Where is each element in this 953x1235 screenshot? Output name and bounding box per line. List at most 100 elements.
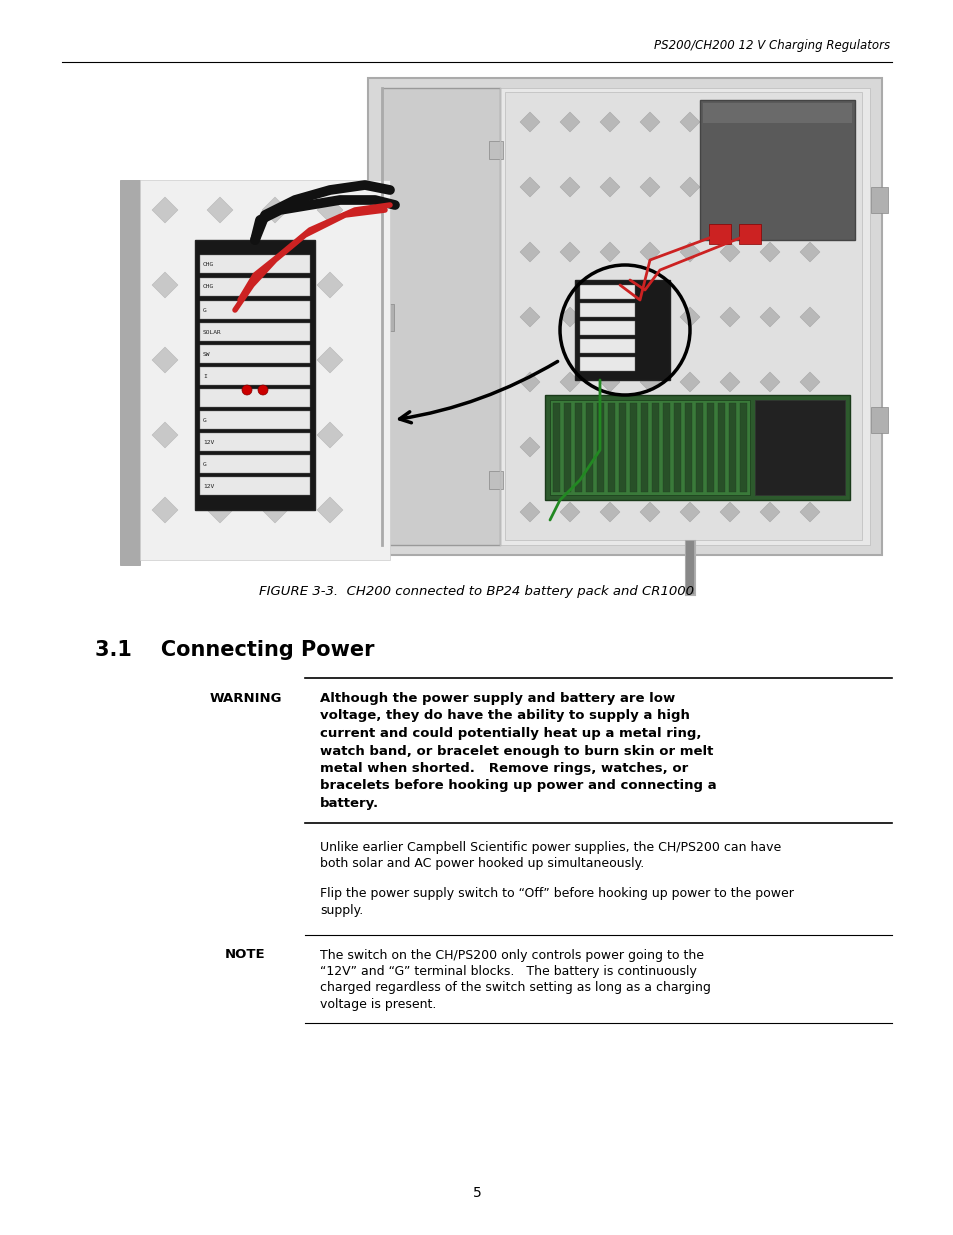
Circle shape [257,385,268,395]
Polygon shape [800,372,820,391]
FancyBboxPatch shape [200,389,310,408]
Text: Flip the power supply switch to “Off” before hooking up power to the power: Flip the power supply switch to “Off” be… [319,888,793,900]
FancyBboxPatch shape [200,411,310,429]
Text: “12V” and “G” terminal blocks.   The battery is continuously: “12V” and “G” terminal blocks. The batte… [319,965,696,978]
Polygon shape [262,496,288,522]
Text: voltage is present.: voltage is present. [319,998,436,1011]
Polygon shape [152,347,178,373]
Polygon shape [207,422,233,448]
FancyBboxPatch shape [607,403,615,492]
Polygon shape [316,198,343,224]
Text: voltage, they do have the ability to supply a high: voltage, they do have the ability to sup… [319,709,689,722]
Text: both solar and AC power hooked up simultaneously.: both solar and AC power hooked up simult… [319,857,643,869]
Polygon shape [519,242,539,262]
FancyBboxPatch shape [550,400,749,495]
FancyBboxPatch shape [706,403,713,492]
FancyBboxPatch shape [579,338,635,353]
Polygon shape [207,347,233,373]
Text: G: G [203,308,207,312]
FancyBboxPatch shape [381,88,869,545]
FancyBboxPatch shape [504,91,862,540]
Polygon shape [316,272,343,298]
FancyBboxPatch shape [579,357,635,370]
FancyBboxPatch shape [739,224,760,245]
Text: 3.1    Connecting Power: 3.1 Connecting Power [95,640,375,659]
Polygon shape [720,308,740,327]
FancyBboxPatch shape [200,278,310,296]
Text: Although the power supply and battery are low: Although the power supply and battery ar… [319,692,675,705]
Text: bracelets before hooking up power and connecting a: bracelets before hooking up power and co… [319,779,716,793]
FancyBboxPatch shape [544,395,849,500]
Polygon shape [599,437,619,457]
FancyBboxPatch shape [629,403,637,492]
Polygon shape [679,501,700,522]
FancyBboxPatch shape [579,285,635,299]
FancyBboxPatch shape [684,403,691,492]
Polygon shape [760,437,780,457]
Polygon shape [559,372,579,391]
Polygon shape [639,308,659,327]
FancyBboxPatch shape [708,224,730,245]
FancyBboxPatch shape [200,324,310,341]
FancyBboxPatch shape [702,103,851,124]
FancyBboxPatch shape [381,304,394,331]
FancyBboxPatch shape [200,477,310,495]
Polygon shape [152,198,178,224]
Polygon shape [639,437,659,457]
Polygon shape [679,437,700,457]
Polygon shape [760,112,780,132]
FancyBboxPatch shape [200,254,310,273]
Polygon shape [599,372,619,391]
Text: I: I [203,373,207,378]
FancyBboxPatch shape [718,403,724,492]
Text: 12V: 12V [203,440,214,445]
FancyBboxPatch shape [200,433,310,451]
Polygon shape [559,501,579,522]
Polygon shape [679,242,700,262]
Polygon shape [639,501,659,522]
Text: G: G [203,462,207,467]
FancyBboxPatch shape [489,141,502,159]
Polygon shape [599,177,619,198]
Polygon shape [720,112,740,132]
Polygon shape [152,272,178,298]
Polygon shape [800,308,820,327]
Polygon shape [519,308,539,327]
Text: supply.: supply. [319,904,363,918]
Text: FIGURE 3-3.  CH200 connected to BP24 battery pack and CR1000: FIGURE 3-3. CH200 connected to BP24 batt… [259,585,694,598]
FancyBboxPatch shape [728,403,735,492]
Polygon shape [207,496,233,522]
Text: battery.: battery. [319,797,378,810]
Text: 12V: 12V [203,483,214,489]
FancyBboxPatch shape [200,301,310,319]
Text: watch band, or bracelet enough to burn skin or melt: watch band, or bracelet enough to burn s… [319,745,713,757]
Polygon shape [262,198,288,224]
Text: 5: 5 [472,1186,481,1200]
Polygon shape [639,177,659,198]
Polygon shape [559,242,579,262]
Polygon shape [639,112,659,132]
Text: CHG: CHG [203,284,214,289]
Text: charged regardless of the switch setting as long as a charging: charged regardless of the switch setting… [319,982,710,994]
Polygon shape [262,422,288,448]
FancyBboxPatch shape [368,78,882,555]
FancyBboxPatch shape [651,403,659,492]
Polygon shape [599,242,619,262]
Text: SOLAR: SOLAR [203,330,221,335]
FancyBboxPatch shape [579,303,635,317]
Polygon shape [519,112,539,132]
Text: The switch on the CH/PS200 only controls power going to the: The switch on the CH/PS200 only controls… [319,948,703,962]
FancyBboxPatch shape [585,403,593,492]
Circle shape [242,385,252,395]
Text: current and could potentially heat up a metal ring,: current and could potentially heat up a … [319,727,700,740]
FancyBboxPatch shape [870,186,887,212]
FancyBboxPatch shape [618,403,625,492]
FancyBboxPatch shape [696,403,702,492]
Polygon shape [760,177,780,198]
Polygon shape [800,242,820,262]
Polygon shape [519,177,539,198]
Polygon shape [207,198,233,224]
Text: G: G [203,417,207,422]
FancyBboxPatch shape [575,280,669,380]
Text: metal when shorted.   Remove rings, watches, or: metal when shorted. Remove rings, watche… [319,762,687,776]
